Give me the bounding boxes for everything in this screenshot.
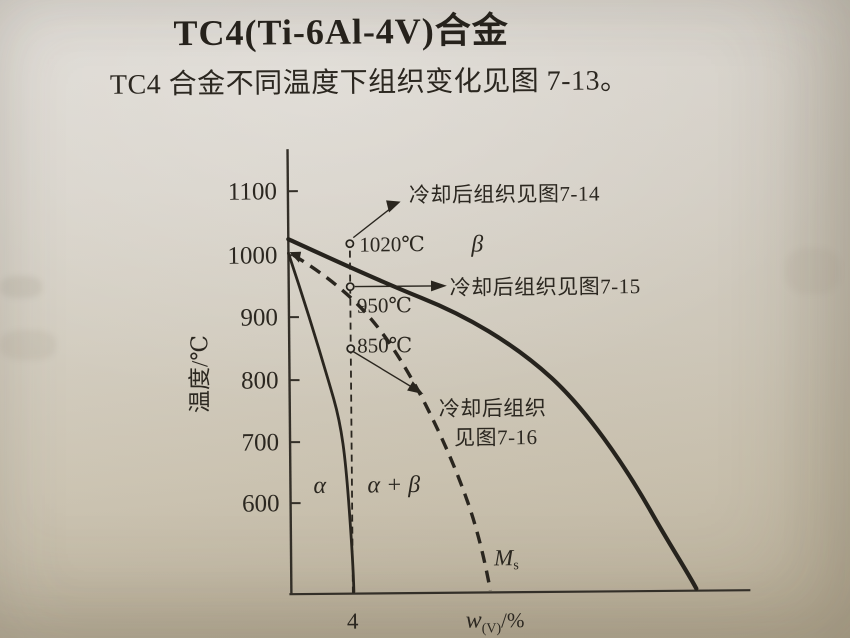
region-label-beta: β xyxy=(470,231,483,257)
note-fig7-16-line1: 冷却后组织 xyxy=(439,396,547,421)
x-axis-title-subscript: (V) xyxy=(482,621,502,636)
y-axis xyxy=(286,149,293,595)
x-axis-title-symbol: w xyxy=(466,608,482,634)
arrow-to-fig14-head xyxy=(386,200,401,213)
ms-curve xyxy=(292,253,493,591)
marker-850 xyxy=(346,344,356,354)
note-fig7-16-line2: 见图7-16 xyxy=(454,425,538,450)
region-label-alpha-beta: α + β xyxy=(367,472,420,498)
label-850c: 850℃ xyxy=(357,333,412,357)
arrow-to-fig16-head xyxy=(407,381,424,395)
ms-label-main: M xyxy=(493,545,515,570)
x-axis xyxy=(289,589,751,596)
region-label-alpha: α xyxy=(313,473,326,499)
y-tick-700: 700 xyxy=(241,429,279,456)
x-tick-4: 4 xyxy=(347,609,359,634)
label-1020c: 1020℃ xyxy=(359,232,425,257)
beta-transus-curve xyxy=(286,237,699,591)
ms-line-label: Ms xyxy=(493,545,519,573)
arrow-to-fig15-head xyxy=(430,280,447,292)
composition-dashed-line xyxy=(349,250,354,593)
temperature-point-markers xyxy=(345,239,356,354)
annotation-arrows xyxy=(352,200,447,395)
x-axis-title: w(V)/% xyxy=(466,607,525,637)
ms-label-subscript: s xyxy=(513,558,519,573)
note-fig7-15: 冷却后组织见图7-15 xyxy=(450,274,641,300)
marker-1020 xyxy=(345,239,355,249)
arrow-to-fig15 xyxy=(354,285,436,288)
arrow-to-fig14 xyxy=(352,206,393,239)
marker-950 xyxy=(345,282,355,292)
y-tick-900: 900 xyxy=(240,304,278,331)
alpha-boundary-curve xyxy=(287,251,356,594)
y-tick-1000: 1000 xyxy=(227,242,277,269)
y-axis-title: 温度/℃ xyxy=(187,335,213,413)
arrow-to-fig16 xyxy=(352,351,414,389)
y-tick-1100: 1100 xyxy=(228,178,277,205)
label-950c: 950℃ xyxy=(357,293,412,317)
ms-curve-arrowhead xyxy=(289,251,302,263)
y-tick-800: 800 xyxy=(241,367,279,394)
x-axis-title-unit: /% xyxy=(501,608,525,632)
note-fig7-14: 冷却后组织见图7-14 xyxy=(409,181,600,207)
y-tick-600: 600 xyxy=(242,490,280,517)
